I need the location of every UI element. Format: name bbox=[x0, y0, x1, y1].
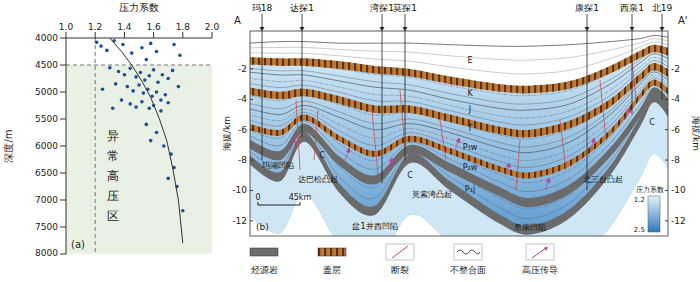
svg-text:A: A bbox=[234, 15, 241, 26]
svg-text:压力系数: 压力系数 bbox=[119, 2, 159, 13]
svg-text:-8: -8 bbox=[671, 155, 680, 165]
svg-text:区: 区 bbox=[107, 209, 119, 223]
svg-text:2.0: 2.0 bbox=[205, 22, 220, 32]
svg-text:达探1: 达探1 bbox=[290, 3, 314, 13]
svg-text:-8: -8 bbox=[238, 155, 247, 165]
svg-text:C: C bbox=[407, 171, 413, 180]
svg-text:-6: -6 bbox=[671, 125, 680, 135]
svg-text:达巴松凸起: 达巴松凸起 bbox=[298, 175, 338, 184]
svg-text:海拔/km: 海拔/km bbox=[691, 116, 700, 151]
svg-text:1.2: 1.2 bbox=[88, 22, 102, 32]
svg-text:湾探1: 湾探1 bbox=[370, 3, 394, 13]
svg-text:压力系数: 压力系数 bbox=[636, 186, 664, 194]
svg-text:7000: 7000 bbox=[35, 195, 58, 205]
svg-text:K: K bbox=[467, 89, 473, 98]
svg-text:-4: -4 bbox=[671, 94, 680, 104]
svg-text:-6: -6 bbox=[238, 125, 247, 135]
svg-text:C: C bbox=[319, 151, 325, 160]
svg-text:北19: 北19 bbox=[652, 3, 673, 13]
svg-text:-10: -10 bbox=[232, 185, 247, 195]
svg-text:压: 压 bbox=[107, 189, 119, 203]
svg-text:1.8: 1.8 bbox=[176, 22, 191, 32]
svg-text:P₁j: P₁j bbox=[465, 185, 475, 194]
svg-text:T: T bbox=[467, 124, 473, 133]
svg-text:盖层: 盖层 bbox=[323, 265, 341, 275]
svg-text:C: C bbox=[649, 118, 655, 127]
svg-text:8000: 8000 bbox=[35, 248, 58, 258]
svg-text:-2: -2 bbox=[671, 64, 680, 74]
svg-text:5000: 5000 bbox=[35, 87, 58, 97]
svg-text:玛湖凹陷: 玛湖凹陷 bbox=[262, 161, 294, 170]
svg-text:-12: -12 bbox=[232, 216, 247, 226]
svg-text:烃源岩: 烃源岩 bbox=[251, 265, 278, 275]
svg-text:阜康凹陷: 阜康凹陷 bbox=[514, 223, 546, 232]
svg-text:45km: 45km bbox=[289, 193, 312, 202]
svg-text:A': A' bbox=[678, 15, 688, 26]
svg-text:海拔/km: 海拔/km bbox=[222, 116, 232, 151]
svg-text:1.0: 1.0 bbox=[59, 22, 74, 32]
svg-text:西泉1: 西泉1 bbox=[620, 3, 644, 13]
svg-text:7500: 7500 bbox=[35, 222, 58, 232]
svg-text:高压传导: 高压传导 bbox=[522, 265, 558, 275]
svg-text:4500: 4500 bbox=[35, 60, 58, 70]
svg-text:不整合面: 不整合面 bbox=[450, 265, 486, 275]
svg-text:6000: 6000 bbox=[35, 141, 58, 151]
svg-text:-12: -12 bbox=[671, 216, 686, 226]
svg-text:6500: 6500 bbox=[35, 168, 58, 178]
svg-text:-4: -4 bbox=[238, 94, 247, 104]
svg-text:-10: -10 bbox=[671, 185, 686, 195]
svg-text:(b): (b) bbox=[256, 222, 269, 232]
svg-text:P₂w: P₂w bbox=[463, 163, 478, 172]
svg-text:0: 0 bbox=[255, 193, 260, 202]
svg-text:1.4: 1.4 bbox=[117, 22, 132, 32]
svg-text:异: 异 bbox=[107, 129, 119, 143]
svg-text:1.6: 1.6 bbox=[146, 22, 161, 32]
svg-text:5500: 5500 bbox=[35, 114, 58, 124]
svg-text:1.2: 1.2 bbox=[634, 196, 645, 204]
svg-text:莫索湾凸起: 莫索湾凸起 bbox=[412, 190, 452, 199]
svg-text:断裂: 断裂 bbox=[391, 265, 409, 275]
svg-text:玛18: 玛18 bbox=[252, 3, 273, 13]
svg-text:深度/m: 深度/m bbox=[3, 129, 14, 162]
svg-text:P₃w: P₃w bbox=[463, 143, 478, 152]
svg-text:盆1井西凹陷: 盆1井西凹陷 bbox=[352, 222, 397, 231]
svg-text:J: J bbox=[468, 105, 471, 114]
svg-text:北三台凸起: 北三台凸起 bbox=[583, 175, 623, 184]
svg-text:常: 常 bbox=[107, 149, 119, 163]
svg-text:2.5: 2.5 bbox=[634, 226, 645, 234]
svg-text:E: E bbox=[467, 56, 472, 65]
svg-text:莫探1: 莫探1 bbox=[393, 3, 417, 13]
svg-text:4000: 4000 bbox=[35, 33, 58, 43]
svg-text:-2: -2 bbox=[238, 64, 247, 74]
svg-text:高: 高 bbox=[107, 169, 119, 183]
svg-text:康探1: 康探1 bbox=[575, 3, 599, 13]
svg-text:(a): (a) bbox=[71, 239, 85, 250]
